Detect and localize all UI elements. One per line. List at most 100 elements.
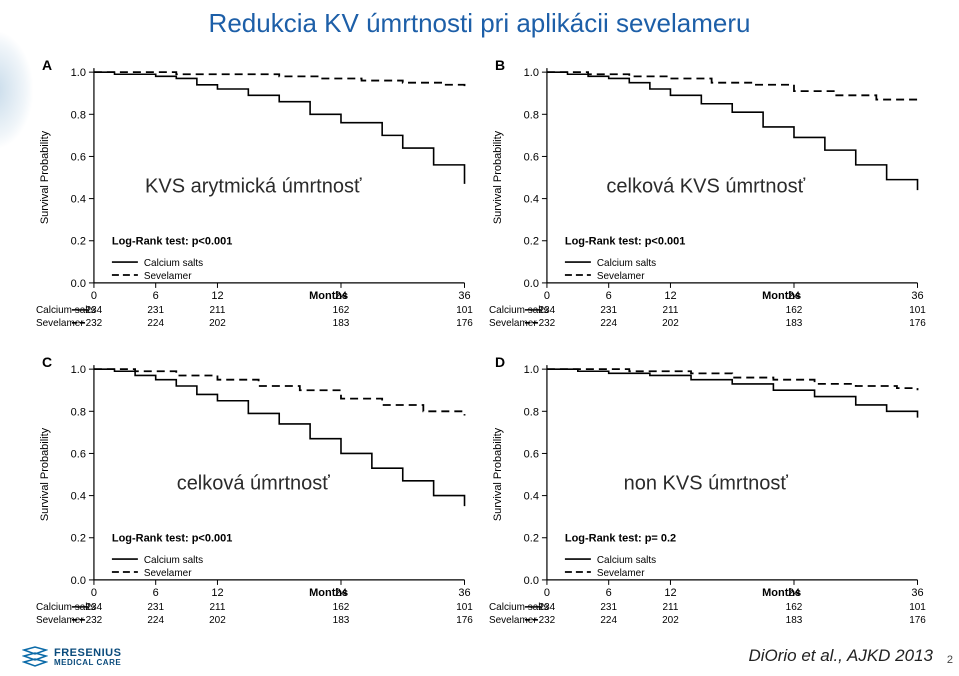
- svg-text:36: 36: [911, 587, 923, 599]
- svg-text:Months: Months: [309, 587, 348, 599]
- svg-text:211: 211: [210, 305, 226, 316]
- svg-text:224: 224: [147, 615, 164, 626]
- svg-text:232: 232: [86, 615, 103, 626]
- footer: FRESENIUS MEDICAL CARE DiOrio et al., AJ…: [0, 644, 959, 672]
- svg-text:B: B: [494, 57, 504, 73]
- svg-text:6: 6: [153, 587, 159, 599]
- svg-text:36: 36: [458, 587, 470, 599]
- overlay-c: celková úmrtnosť: [169, 470, 338, 497]
- svg-text:211: 211: [210, 602, 226, 613]
- svg-text:Sevelamer: Sevelamer: [36, 318, 84, 329]
- svg-text:176: 176: [456, 318, 473, 329]
- svg-text:0.6: 0.6: [523, 151, 538, 163]
- svg-text:231: 231: [600, 602, 617, 613]
- svg-text:234: 234: [86, 602, 103, 613]
- svg-text:0.2: 0.2: [71, 236, 86, 248]
- logo-line2: MEDICAL CARE: [54, 659, 121, 667]
- svg-text:0.2: 0.2: [523, 236, 538, 248]
- svg-text:224: 224: [600, 615, 617, 626]
- svg-text:0: 0: [543, 587, 549, 599]
- svg-text:36: 36: [458, 290, 470, 302]
- svg-text:0: 0: [91, 290, 97, 302]
- logo-icon: [22, 646, 48, 668]
- svg-text:Months: Months: [309, 290, 348, 302]
- panel-d: D0.00.20.40.60.81.0Survival Probability0…: [483, 349, 930, 642]
- svg-text:Months: Months: [762, 587, 801, 599]
- svg-text:101: 101: [909, 602, 926, 613]
- svg-text:224: 224: [147, 318, 164, 329]
- svg-text:224: 224: [600, 318, 617, 329]
- svg-text:0.8: 0.8: [71, 109, 86, 121]
- svg-text:0.6: 0.6: [71, 448, 86, 460]
- svg-text:162: 162: [785, 602, 802, 613]
- svg-text:0.0: 0.0: [71, 278, 86, 290]
- svg-text:Survival Probability: Survival Probability: [39, 427, 51, 521]
- svg-text:Sevelamer: Sevelamer: [144, 271, 192, 282]
- svg-text:1.0: 1.0: [523, 364, 538, 376]
- svg-text:211: 211: [662, 305, 678, 316]
- svg-text:12: 12: [211, 587, 223, 599]
- svg-text:Survival Probability: Survival Probability: [39, 130, 51, 224]
- svg-text:Sevelamer: Sevelamer: [144, 568, 192, 579]
- svg-text:101: 101: [909, 305, 926, 316]
- svg-text:Log-Rank test: p<0.001: Log-Rank test: p<0.001: [564, 236, 684, 248]
- svg-text:Calcium salts: Calcium salts: [596, 258, 655, 269]
- svg-text:0: 0: [91, 587, 97, 599]
- svg-text:0.2: 0.2: [71, 533, 86, 545]
- svg-text:Calcium salts: Calcium salts: [596, 555, 655, 566]
- svg-text:0.8: 0.8: [523, 109, 538, 121]
- svg-text:1.0: 1.0: [523, 67, 538, 79]
- svg-text:162: 162: [333, 602, 350, 613]
- svg-text:202: 202: [662, 615, 679, 626]
- svg-text:234: 234: [538, 602, 555, 613]
- svg-text:Survival Probability: Survival Probability: [491, 130, 503, 224]
- svg-text:0.0: 0.0: [523, 278, 538, 290]
- charts-grid: A 0.0 0.2 0.4 0.6 0.8 1.0 Survival Probability 0…: [30, 52, 929, 642]
- citation: DiOrio et al., AJKD 2013: [748, 646, 933, 666]
- overlay-b: celková KVS úmrtnosť: [598, 173, 813, 200]
- svg-text:Log-Rank test: p<0.001: Log-Rank test: p<0.001: [112, 236, 232, 248]
- page-number: 2: [947, 654, 953, 666]
- svg-text:232: 232: [538, 615, 555, 626]
- svg-text:12: 12: [664, 290, 676, 302]
- svg-text:162: 162: [333, 305, 350, 316]
- svg-text:176: 176: [456, 615, 473, 626]
- svg-text:202: 202: [662, 318, 679, 329]
- svg-text:0: 0: [543, 290, 549, 302]
- svg-text:0.0: 0.0: [71, 575, 86, 587]
- panel-c: C0.00.20.40.60.81.0Survival Probability0…: [30, 349, 477, 642]
- logo-line1: FRESENIUS: [54, 648, 121, 659]
- svg-text:Sevelamer: Sevelamer: [488, 615, 536, 626]
- svg-text:6: 6: [605, 290, 611, 302]
- svg-text:A: A: [42, 57, 52, 73]
- svg-text:0.2: 0.2: [523, 533, 538, 545]
- svg-text:0.6: 0.6: [71, 151, 86, 163]
- svg-text:0.6: 0.6: [523, 448, 538, 460]
- svg-text:231: 231: [600, 305, 617, 316]
- svg-text:183: 183: [785, 318, 802, 329]
- svg-text:6: 6: [605, 587, 611, 599]
- svg-text:Sevelamer: Sevelamer: [596, 568, 644, 579]
- svg-text:231: 231: [147, 602, 164, 613]
- svg-text:Log-Rank test: p= 0.2: Log-Rank test: p= 0.2: [564, 533, 675, 545]
- svg-text:Survival Probability: Survival Probability: [491, 427, 503, 521]
- svg-text:0.4: 0.4: [523, 194, 538, 206]
- svg-text:183: 183: [333, 318, 350, 329]
- page-title: Redukcia KV úmrtnosti pri aplikácii seve…: [0, 8, 959, 39]
- svg-text:162: 162: [785, 305, 802, 316]
- svg-text:12: 12: [211, 290, 223, 302]
- svg-text:0.8: 0.8: [523, 406, 538, 418]
- panel-b: B 0.0 0.2 0.4 0.6 0.8 1.0 Survival Probability 0…: [483, 52, 930, 345]
- svg-text:1.0: 1.0: [71, 67, 86, 79]
- svg-text:202: 202: [209, 318, 226, 329]
- svg-text:231: 231: [147, 305, 164, 316]
- svg-text:Sevelamer: Sevelamer: [36, 615, 84, 626]
- svg-text:1.0: 1.0: [71, 364, 86, 376]
- svg-text:Log-Rank test: p<0.001: Log-Rank test: p<0.001: [112, 533, 232, 545]
- svg-text:176: 176: [909, 615, 926, 626]
- svg-text:Sevelamer: Sevelamer: [596, 271, 644, 282]
- svg-text:Sevelamer: Sevelamer: [488, 318, 536, 329]
- svg-text:Months: Months: [762, 290, 801, 302]
- svg-text:183: 183: [333, 615, 350, 626]
- svg-text:D: D: [494, 354, 504, 370]
